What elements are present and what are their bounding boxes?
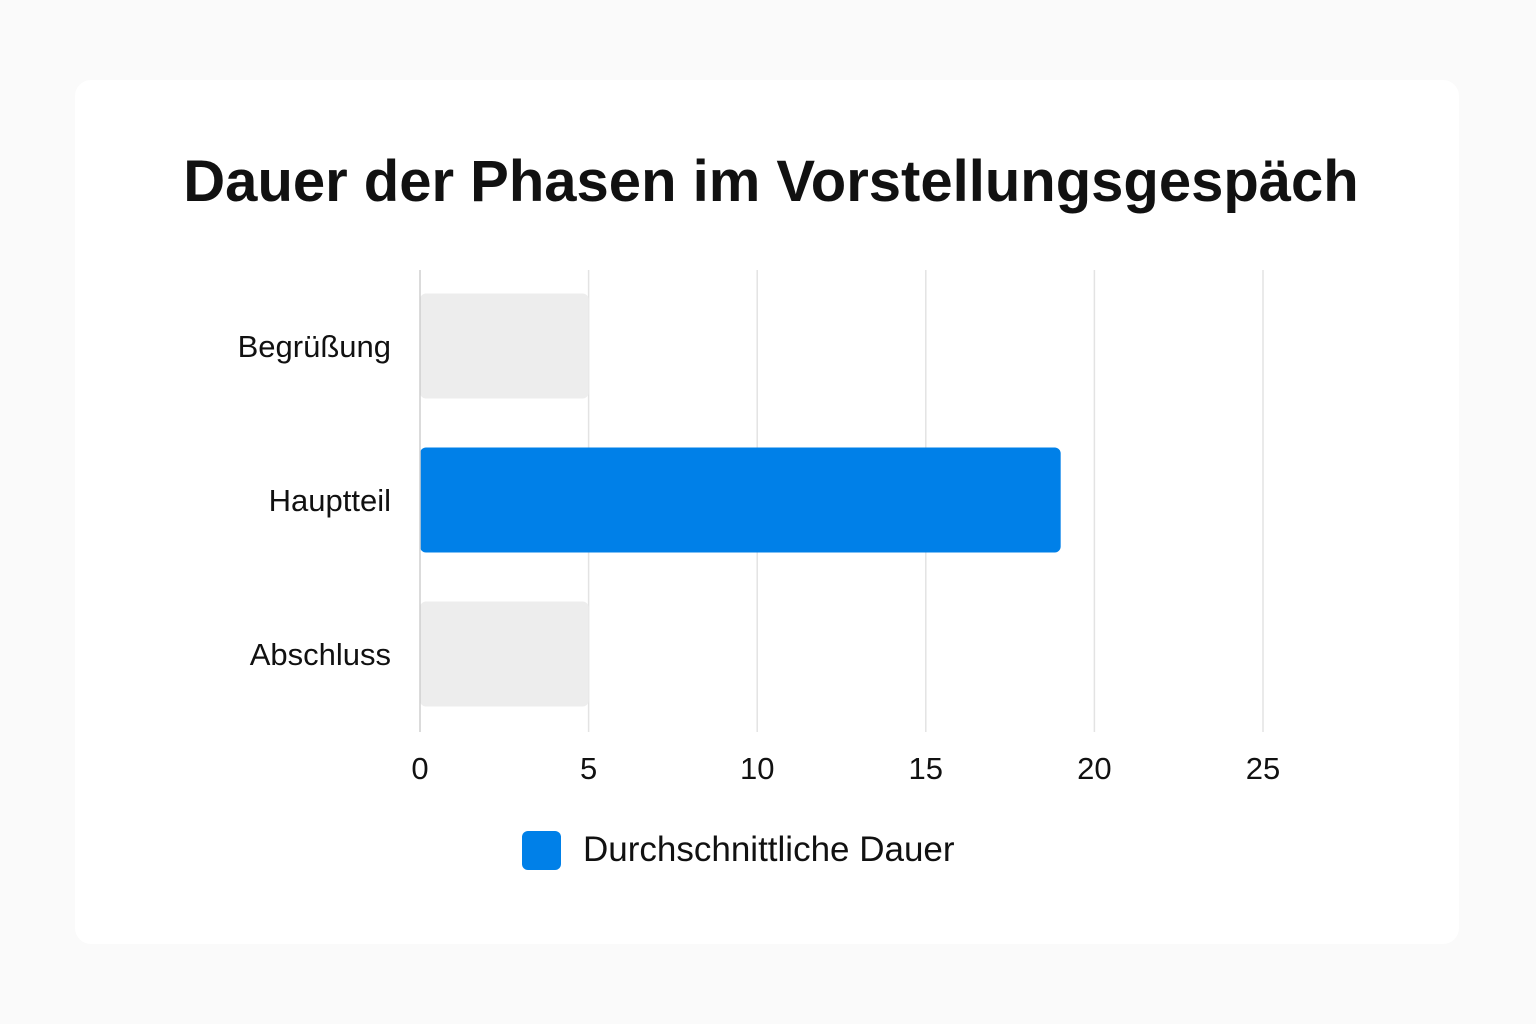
x-tick-label: 15 xyxy=(909,751,943,786)
bar-hauptteil xyxy=(420,447,1061,553)
legend: Durchschnittliche Dauer xyxy=(522,830,955,870)
y-category-label: Abschluss xyxy=(250,637,391,672)
x-tick-label: 10 xyxy=(740,751,774,786)
y-category-label: Hauptteil xyxy=(269,483,391,518)
labels: 0 5 10 15 20 25 Begrüßung Hauptteil Abschluss xyxy=(238,329,1281,786)
x-tick-label: 20 xyxy=(1077,751,1111,786)
bar-abschluss xyxy=(420,601,589,707)
y-category-label: Begrüßung xyxy=(238,329,391,364)
bar-begrüßung xyxy=(420,293,589,399)
bars xyxy=(420,293,1061,707)
x-tick-label: 5 xyxy=(580,751,597,786)
x-tick-label: 25 xyxy=(1246,751,1280,786)
x-tick-label: 0 xyxy=(411,751,428,786)
legend-label: Durchschnittliche Dauer xyxy=(583,830,955,869)
legend-swatch xyxy=(522,830,561,870)
chart-title: Dauer der Phasen im Vorstellungsgespäch xyxy=(183,149,1359,214)
